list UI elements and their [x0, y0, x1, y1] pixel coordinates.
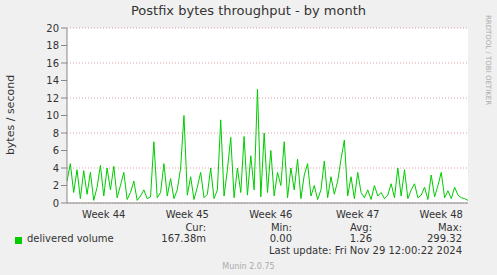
svg-text:0: 0 — [53, 198, 59, 209]
html-text:167.38m: 167.38m — [161, 233, 206, 244]
html-text:299.32: 299.32 — [427, 233, 462, 244]
html-text:Munin 2.0.75: Munin 2.0.75 — [222, 262, 275, 271]
svg-text:Week 48: Week 48 — [420, 209, 463, 220]
html-text:Min:: Min: — [270, 222, 292, 233]
html-text:Last update: Fri Nov 29 12:00:: Last update: Fri Nov 29 12:00:22 2024 — [269, 245, 462, 256]
html-text:Cur:: Cur: — [185, 222, 206, 233]
svg-text:4: 4 — [53, 163, 59, 174]
svg-text:Week 47: Week 47 — [336, 209, 379, 220]
html-text:Max:: Max: — [438, 222, 462, 233]
svg-text:2: 2 — [53, 180, 59, 191]
html-text:1.26: 1.26 — [349, 233, 372, 244]
svg-text:12: 12 — [46, 93, 59, 104]
html-text:Postfix bytes throughput - by: Postfix bytes throughput - by month — [131, 3, 366, 18]
svg-text:18: 18 — [46, 40, 59, 51]
html-text:RRDTOOL / TOBI OETIKER: RRDTOOL / TOBI OETIKER — [484, 14, 492, 106]
svg-text:10: 10 — [46, 110, 59, 121]
html-text:Avg:: Avg: — [350, 222, 372, 233]
svg-text:16: 16 — [46, 58, 59, 69]
svg-text:6: 6 — [53, 145, 59, 156]
svg-text:Week 46: Week 46 — [249, 209, 292, 220]
svg-text:Week 44: Week 44 — [82, 209, 125, 220]
svg-text:8: 8 — [53, 128, 59, 139]
svg-text:20: 20 — [46, 23, 59, 34]
html-text:delivered volume: delivered volume — [27, 233, 114, 244]
svg-text:14: 14 — [46, 75, 59, 86]
svg-text:Week 45: Week 45 — [166, 209, 209, 220]
html-text:bytes / second: bytes / second — [3, 74, 17, 156]
html-text:0.00: 0.00 — [269, 233, 292, 244]
